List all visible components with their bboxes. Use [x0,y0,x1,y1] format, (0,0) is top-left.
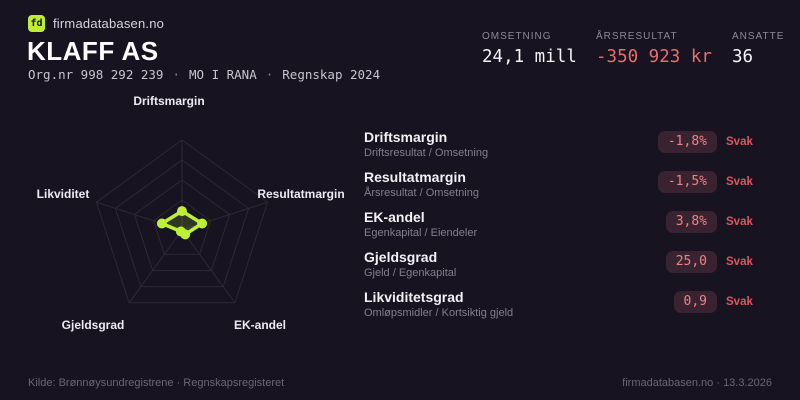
meta-part: Org.nr 998 292 239 [28,67,164,82]
metric-rating: Svak [726,256,753,268]
metric-title: Driftsmargin [364,129,448,145]
radar-data-point [175,226,186,237]
metric-rating: Svak [726,176,753,188]
radar-axis-label: Gjeldsgrad [61,318,125,332]
metric-row: Driftsmargin Driftsresultat / Omsetning -1… [364,130,760,170]
stat-item: OMSETNING 24,1 mill [482,31,596,67]
metric-formula: Årsresultat / Omsetning [364,187,479,199]
footer-site-date: firmadatabasen.no · 13.3.2026 [622,377,772,389]
radar-grid-ring [133,179,231,271]
metric-formula: Egenkapital / Eiendeler [364,227,478,239]
stat-value: 24,1 mill [482,47,577,67]
footer-source: Kilde: Brønnøysundregistrene · Regnskaps… [28,377,285,389]
brand-site-name: firmadatabasen.no [53,16,165,31]
metric-value-badge: 25,0 [665,251,717,273]
metric-title: Gjeldsgrad [364,249,438,265]
radar-spoke [181,229,236,304]
radar-axis-label: Likviditet [36,187,90,201]
stat-label: ANSATTE [732,31,785,42]
metric-rating: Svak [726,296,753,308]
brand: fd firmadatabasen.no [28,15,164,32]
metrics-list: Driftsmargin Driftsresultat / Omsetning -1… [364,130,760,330]
metric-formula: Gjeld / Egenkapital [364,267,457,279]
stat-label: ÅRSRESULTAT [596,31,678,42]
header-stats: OMSETNING 24,1 mill ÅRSRESULTAT -350 923 kr… [482,31,784,67]
metric-row: Resultatmargin Årsresultat / Omsetning -1,… [364,170,760,210]
metric-row: Likviditetsgrad Omløpsmidler / Kortsiktig… [364,290,760,330]
metric-value-badge: -1,5% [657,171,717,193]
metric-row: Gjeldsgrad Gjeld / Egenkapital 25,0 Svak [364,250,760,290]
radar-data-point [197,218,208,229]
stat-label: OMSETNING [482,31,552,42]
metric-title: EK-andel [364,209,425,225]
radar-grid-ring [95,139,269,304]
radar-spoke [128,229,183,304]
metric-row: EK-andel Egenkapital / Eiendeler 3,8% Svak [364,210,760,250]
radar-grid-ring [152,199,212,255]
stat-item: ÅRSRESULTAT -350 923 kr [596,31,732,67]
radar-axis-label: Resultatmargin [257,187,345,201]
brand-logo-icon: fd [28,15,45,32]
meta-separator: · [265,67,274,82]
meta-separator: · [172,67,180,82]
metric-value-badge: -1,8% [657,131,717,153]
radar-chart: Driftsmargin Resultatmargin EK-andel Gjelds… [0,90,345,360]
metric-title: Resultatmargin [364,169,466,185]
metric-rating: Svak [726,136,753,148]
stat-value: 36 [732,47,754,67]
stat-item: ANSATTE 36 [732,31,784,67]
radar-axis-label: EK-andel [233,318,287,332]
meta-part: MO I RANA [189,67,257,82]
radar-grid-ring [114,159,250,288]
metric-value-badge: 0,9 [673,291,717,313]
radar-chart-svg [95,139,269,304]
metric-formula: Driftsresultat / Omsetning [364,147,489,159]
metric-value-badge: 3,8% [665,211,717,233]
meta-part: Regnskap 2024 [282,67,381,82]
stat-value: -350 923 kr [596,47,712,67]
radar-data-point [156,218,167,229]
metric-title: Likviditetsgrad [364,289,464,305]
radar-axis-label: Driftsmargin [133,94,205,108]
company-meta: Org.nr 998 292 239 · MO I RANA · Regnskap 20… [28,67,380,82]
metric-formula: Omløpsmidler / Kortsiktig gjeld [364,307,514,319]
company-name: KLAFF AS [27,36,159,66]
metric-rating: Svak [726,216,753,228]
radar-data-point [177,206,187,217]
